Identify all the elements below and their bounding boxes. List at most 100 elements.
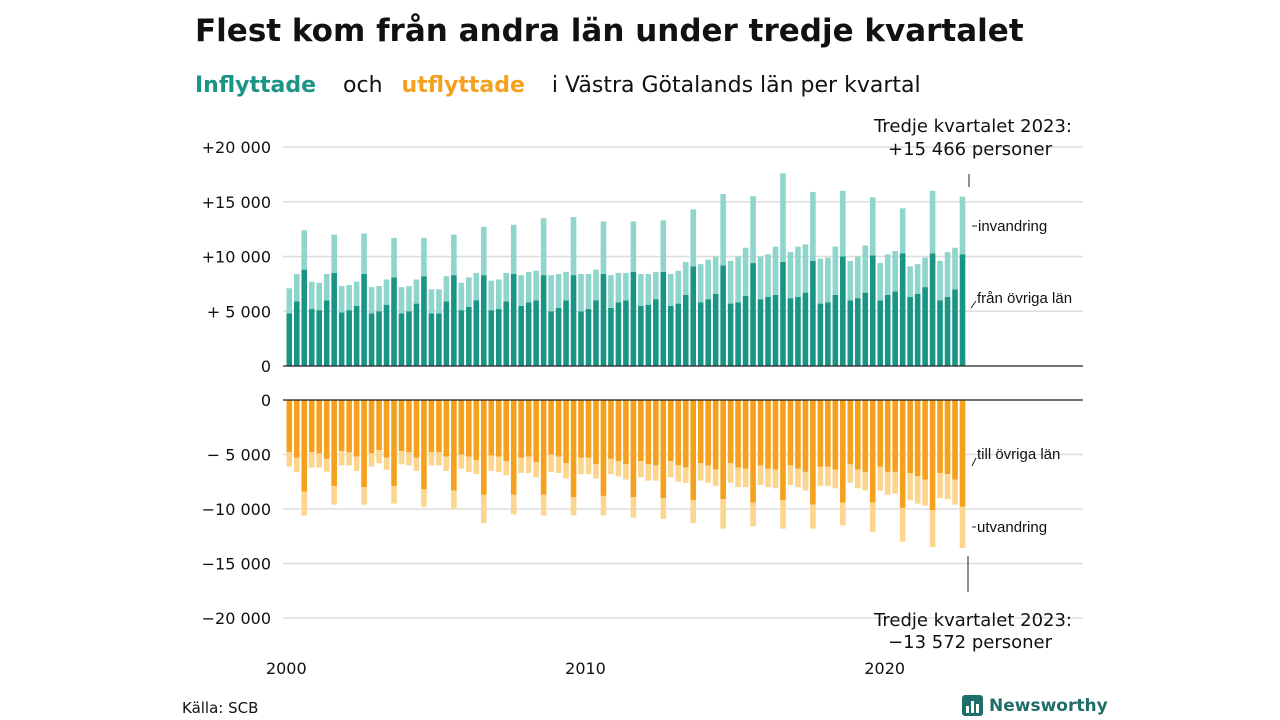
top-y-tick-label: +10 000 (202, 248, 271, 267)
bar-invandring (810, 191, 816, 261)
bar-fran-ovriga-lan (398, 313, 405, 366)
bar-utvandring (645, 464, 652, 481)
bar-fran-ovriga-lan (899, 253, 906, 366)
bar-fran-ovriga-lan (847, 300, 854, 366)
brand-name: Newsworthy (989, 696, 1108, 716)
bar-utvandring (443, 456, 450, 471)
bar-utvandring (615, 461, 622, 477)
top-annotation-line1: Tredje kvartalet 2023: (873, 116, 1072, 137)
bar-invandring (772, 246, 779, 295)
bar-till-ovriga-lan (525, 400, 532, 457)
bar-utvandring (473, 459, 480, 475)
bar-utvandring (825, 466, 831, 487)
bar-till-ovriga-lan (630, 400, 637, 498)
bar-invandring (413, 279, 420, 304)
top-y-tick-label: 0 (261, 357, 271, 376)
bar-invandring (593, 269, 599, 301)
bar-fran-ovriga-lan (907, 297, 913, 366)
bar-utvandring (675, 465, 682, 482)
bar-invandring (570, 217, 577, 276)
bar-utvandring (959, 506, 966, 548)
bar-till-ovriga-lan (854, 400, 861, 470)
bar-invandring (787, 252, 794, 299)
x-ticks: 2000 2010 2020 (266, 659, 905, 678)
bar-till-ovriga-lan (563, 400, 569, 464)
bar-fran-ovriga-lan (645, 304, 652, 366)
x-tick-label: 2010 (565, 659, 606, 678)
bar-utvandring (810, 504, 816, 529)
bar-fran-ovriga-lan (458, 310, 465, 366)
fran-ovriga-lan-label-tick (970, 300, 977, 309)
bar-utvandring (413, 457, 420, 471)
bar-fran-ovriga-lan (503, 301, 510, 366)
bar-fran-ovriga-lan (735, 302, 741, 366)
bar-till-ovriga-lan (862, 400, 869, 472)
bar-fran-ovriga-lan (795, 297, 801, 366)
bar-utvandring (301, 491, 308, 516)
bar-fran-ovriga-lan (548, 311, 554, 366)
bottom-annotation-line2: −13 572 personer (888, 632, 1053, 653)
bar-utvandring (293, 457, 300, 472)
bar-till-ovriga-lan (787, 400, 794, 466)
bar-fran-ovriga-lan (495, 309, 502, 366)
bar-till-ovriga-lan (436, 400, 442, 453)
bar-fran-ovriga-lan (802, 292, 809, 366)
bar-fran-ovriga-lan (428, 313, 435, 366)
bar-utvandring (914, 476, 921, 504)
bar-fran-ovriga-lan (929, 253, 936, 366)
bar-utvandring (742, 468, 749, 488)
bar-invandring (331, 234, 337, 273)
bottom-y-tick-label: −15 000 (202, 555, 271, 574)
bar-fran-ovriga-lan (780, 261, 786, 366)
bar-invandring (675, 270, 682, 304)
bar-till-ovriga-lan (466, 400, 472, 457)
bar-utvandring (533, 462, 539, 478)
bar-till-ovriga-lan (608, 400, 614, 459)
bar-fran-ovriga-lan (338, 312, 345, 366)
bar-till-ovriga-lan (495, 400, 502, 457)
bar-utvandring (406, 452, 412, 466)
outflow-bars (286, 400, 966, 548)
bar-till-ovriga-lan (615, 400, 622, 462)
bar-fran-ovriga-lan (361, 274, 367, 366)
bar-invandring (914, 264, 921, 294)
bar-utvandring (952, 479, 958, 505)
bar-fran-ovriga-lan (727, 303, 734, 366)
bar-invandring (937, 260, 943, 301)
bar-invandring (488, 280, 495, 311)
bar-utvandring (525, 456, 532, 474)
bar-invandring (907, 266, 913, 298)
bar-invandring (436, 289, 442, 314)
bar-fran-ovriga-lan (518, 305, 524, 366)
bar-utvandring (922, 479, 928, 506)
source-label: Källa: SCB (182, 699, 258, 717)
bar-till-ovriga-lan (682, 400, 689, 468)
bar-utvandring (578, 457, 584, 475)
bar-fran-ovriga-lan (697, 302, 704, 366)
bar-invandring (301, 230, 308, 270)
top-y-tick-label: + 5 000 (207, 302, 271, 321)
bar-invandring (682, 261, 689, 295)
bar-fran-ovriga-lan (720, 265, 726, 366)
bar-invandring (817, 258, 824, 304)
bar-utvandring (368, 453, 375, 467)
bar-invandring (623, 272, 629, 301)
invandring-label: invandring (978, 218, 1047, 235)
bar-till-ovriga-lan (510, 400, 517, 495)
bar-invandring (451, 234, 457, 276)
bar-utvandring (765, 468, 771, 488)
bar-invandring (712, 256, 719, 294)
bar-fran-ovriga-lan (959, 254, 966, 366)
bar-fran-ovriga-lan (555, 307, 562, 366)
bar-utvandring (585, 457, 592, 475)
bar-fran-ovriga-lan (368, 313, 375, 366)
bar-till-ovriga-lan (398, 400, 405, 452)
bar-invandring (959, 196, 966, 255)
bar-fran-ovriga-lan (630, 271, 637, 366)
bar-till-ovriga-lan (376, 400, 382, 451)
bar-invandring (735, 256, 741, 303)
bar-invandring (563, 271, 569, 301)
bar-utvandring (391, 486, 397, 504)
bar-till-ovriga-lan (301, 400, 308, 492)
